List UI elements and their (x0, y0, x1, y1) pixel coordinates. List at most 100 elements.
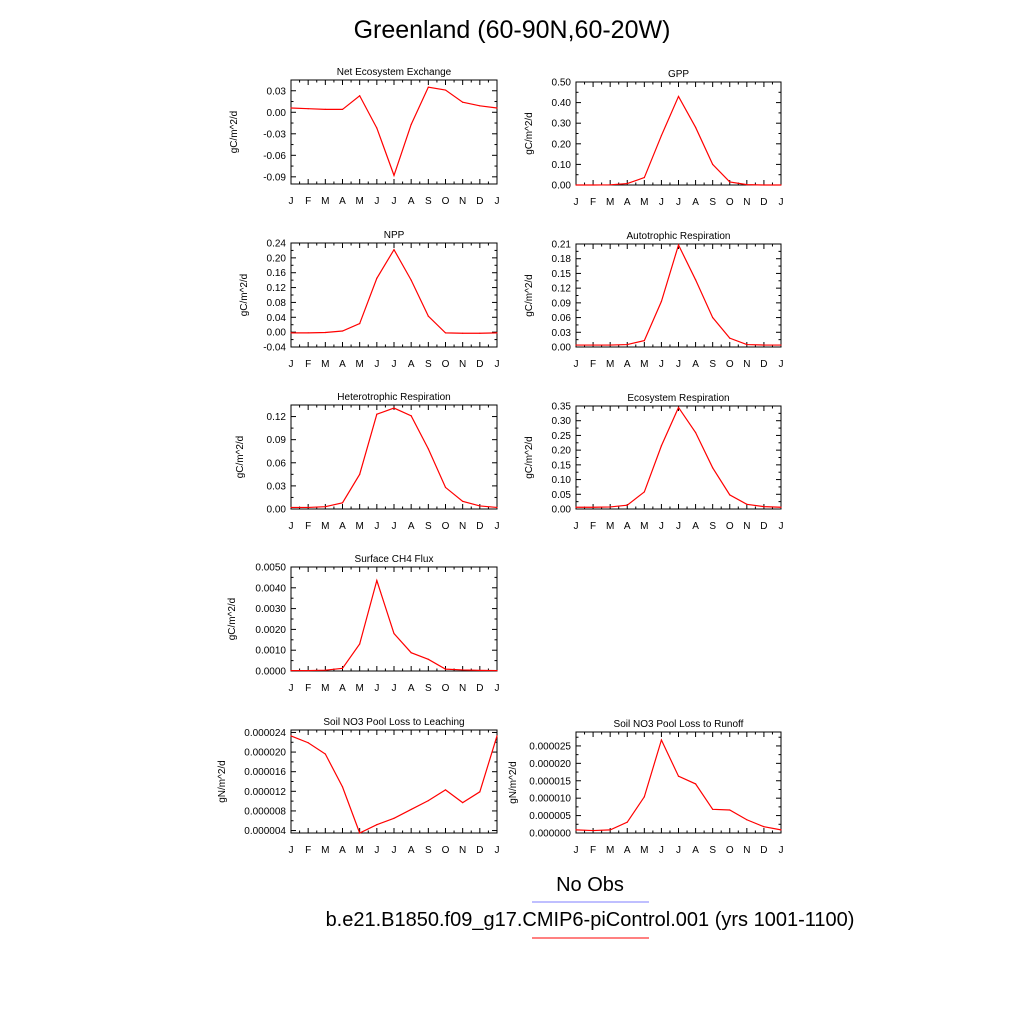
data-point (376, 579, 378, 582)
x-tick-label: D (476, 196, 483, 207)
data-point (427, 86, 429, 88)
data-point (660, 739, 663, 741)
data-point (496, 332, 498, 334)
x-tick-label: J (289, 845, 294, 856)
series-line (576, 95, 781, 186)
y-tick-label: 0.00 (552, 181, 572, 192)
panel-title: Soil NO3 Pool Loss to Runoff (614, 719, 744, 730)
data-point (780, 344, 782, 346)
x-tick-label: J (574, 521, 579, 532)
data-point (341, 108, 344, 111)
y-tick-label: 0.000005 (529, 811, 571, 822)
x-tick-label: N (459, 845, 466, 856)
x-tick-label: M (640, 521, 648, 532)
y-axis-label: gC/m^2/d (524, 112, 535, 155)
data-point (712, 808, 714, 810)
data-point (677, 244, 680, 246)
data-point (290, 506, 292, 509)
x-tick-label: J (495, 845, 500, 856)
y-tick-label: 0.00 (267, 328, 287, 339)
y-tick-label: 0.00 (267, 505, 287, 516)
y-tick-label: 0.09 (552, 298, 572, 309)
x-tick-label: A (624, 845, 631, 856)
x-tick-label: O (442, 683, 450, 694)
x-tick-label: A (408, 521, 415, 532)
x-tick-label: M (606, 359, 614, 370)
y-tick-label: 0.20 (267, 253, 287, 264)
y-tick-label: 0.00 (552, 505, 572, 516)
x-tick-label: M (606, 845, 614, 856)
x-tick-label: A (339, 683, 346, 694)
series-line (576, 243, 781, 346)
x-tick-label: J (676, 359, 681, 370)
y-tick-label: 0.20 (552, 446, 572, 457)
y-tick-label: 0.08 (267, 298, 287, 309)
data-point (479, 105, 481, 107)
y-axis-label: gC/m^2/d (239, 274, 250, 317)
y-tick-label: 0.10 (552, 475, 572, 486)
x-tick-label: A (339, 196, 346, 207)
data-point (427, 800, 429, 802)
x-tick-label: M (321, 359, 329, 370)
data-point (427, 448, 429, 450)
x-tick-label: J (289, 521, 294, 532)
data-point (462, 332, 464, 334)
series-line (291, 407, 498, 509)
series-line (291, 578, 498, 672)
data-point (763, 344, 765, 346)
x-tick-label: S (709, 521, 716, 532)
x-tick-label: J (779, 359, 784, 370)
data-point (592, 829, 594, 832)
data-point (729, 809, 731, 811)
data-point (575, 344, 577, 346)
y-tick-label: 0.12 (267, 412, 287, 423)
y-tick-label: 0.000010 (529, 794, 571, 805)
data-point (626, 343, 628, 346)
data-point (479, 332, 481, 334)
x-tick-label: J (495, 359, 500, 370)
data-point (307, 742, 309, 744)
y-tick-label: 0.06 (552, 313, 572, 324)
data-point (341, 667, 344, 669)
data-point (694, 431, 697, 434)
data-point (677, 775, 680, 777)
y-tick-label: 0.000020 (529, 759, 571, 770)
data-point (677, 95, 680, 98)
x-tick-label: N (459, 359, 466, 370)
x-tick-label: A (692, 359, 699, 370)
data-point (307, 108, 309, 110)
data-point (393, 817, 395, 819)
x-tick-label: M (640, 845, 648, 856)
x-tick-label: N (743, 197, 750, 208)
data-point (609, 829, 611, 831)
x-tick-label: J (289, 359, 294, 370)
x-tick-label: M (640, 359, 648, 370)
y-tick-label: 0.0000 (255, 667, 286, 678)
data-point (359, 643, 361, 645)
y-tick-label: 0.000000 (529, 829, 571, 840)
x-tick-label: J (392, 521, 397, 532)
y-tick-label: 0.0030 (255, 604, 286, 615)
data-point (324, 669, 326, 671)
x-tick-label: S (425, 196, 432, 207)
data-point (626, 504, 628, 506)
y-tick-label: 0.06 (267, 458, 287, 469)
panel-title: Net Ecosystem Exchange (337, 67, 452, 78)
x-tick-label: O (442, 196, 450, 207)
data-point (410, 808, 412, 811)
x-tick-label: A (408, 845, 415, 856)
data-point (660, 445, 663, 447)
x-tick-label: A (408, 683, 415, 694)
data-point (694, 126, 697, 128)
y-tick-label: 0.000025 (529, 741, 571, 752)
x-tick-label: S (425, 359, 432, 370)
x-tick-label: A (339, 845, 346, 856)
plot-frame (290, 729, 498, 834)
data-point (780, 829, 782, 831)
data-point (393, 249, 395, 251)
data-point (376, 127, 378, 129)
